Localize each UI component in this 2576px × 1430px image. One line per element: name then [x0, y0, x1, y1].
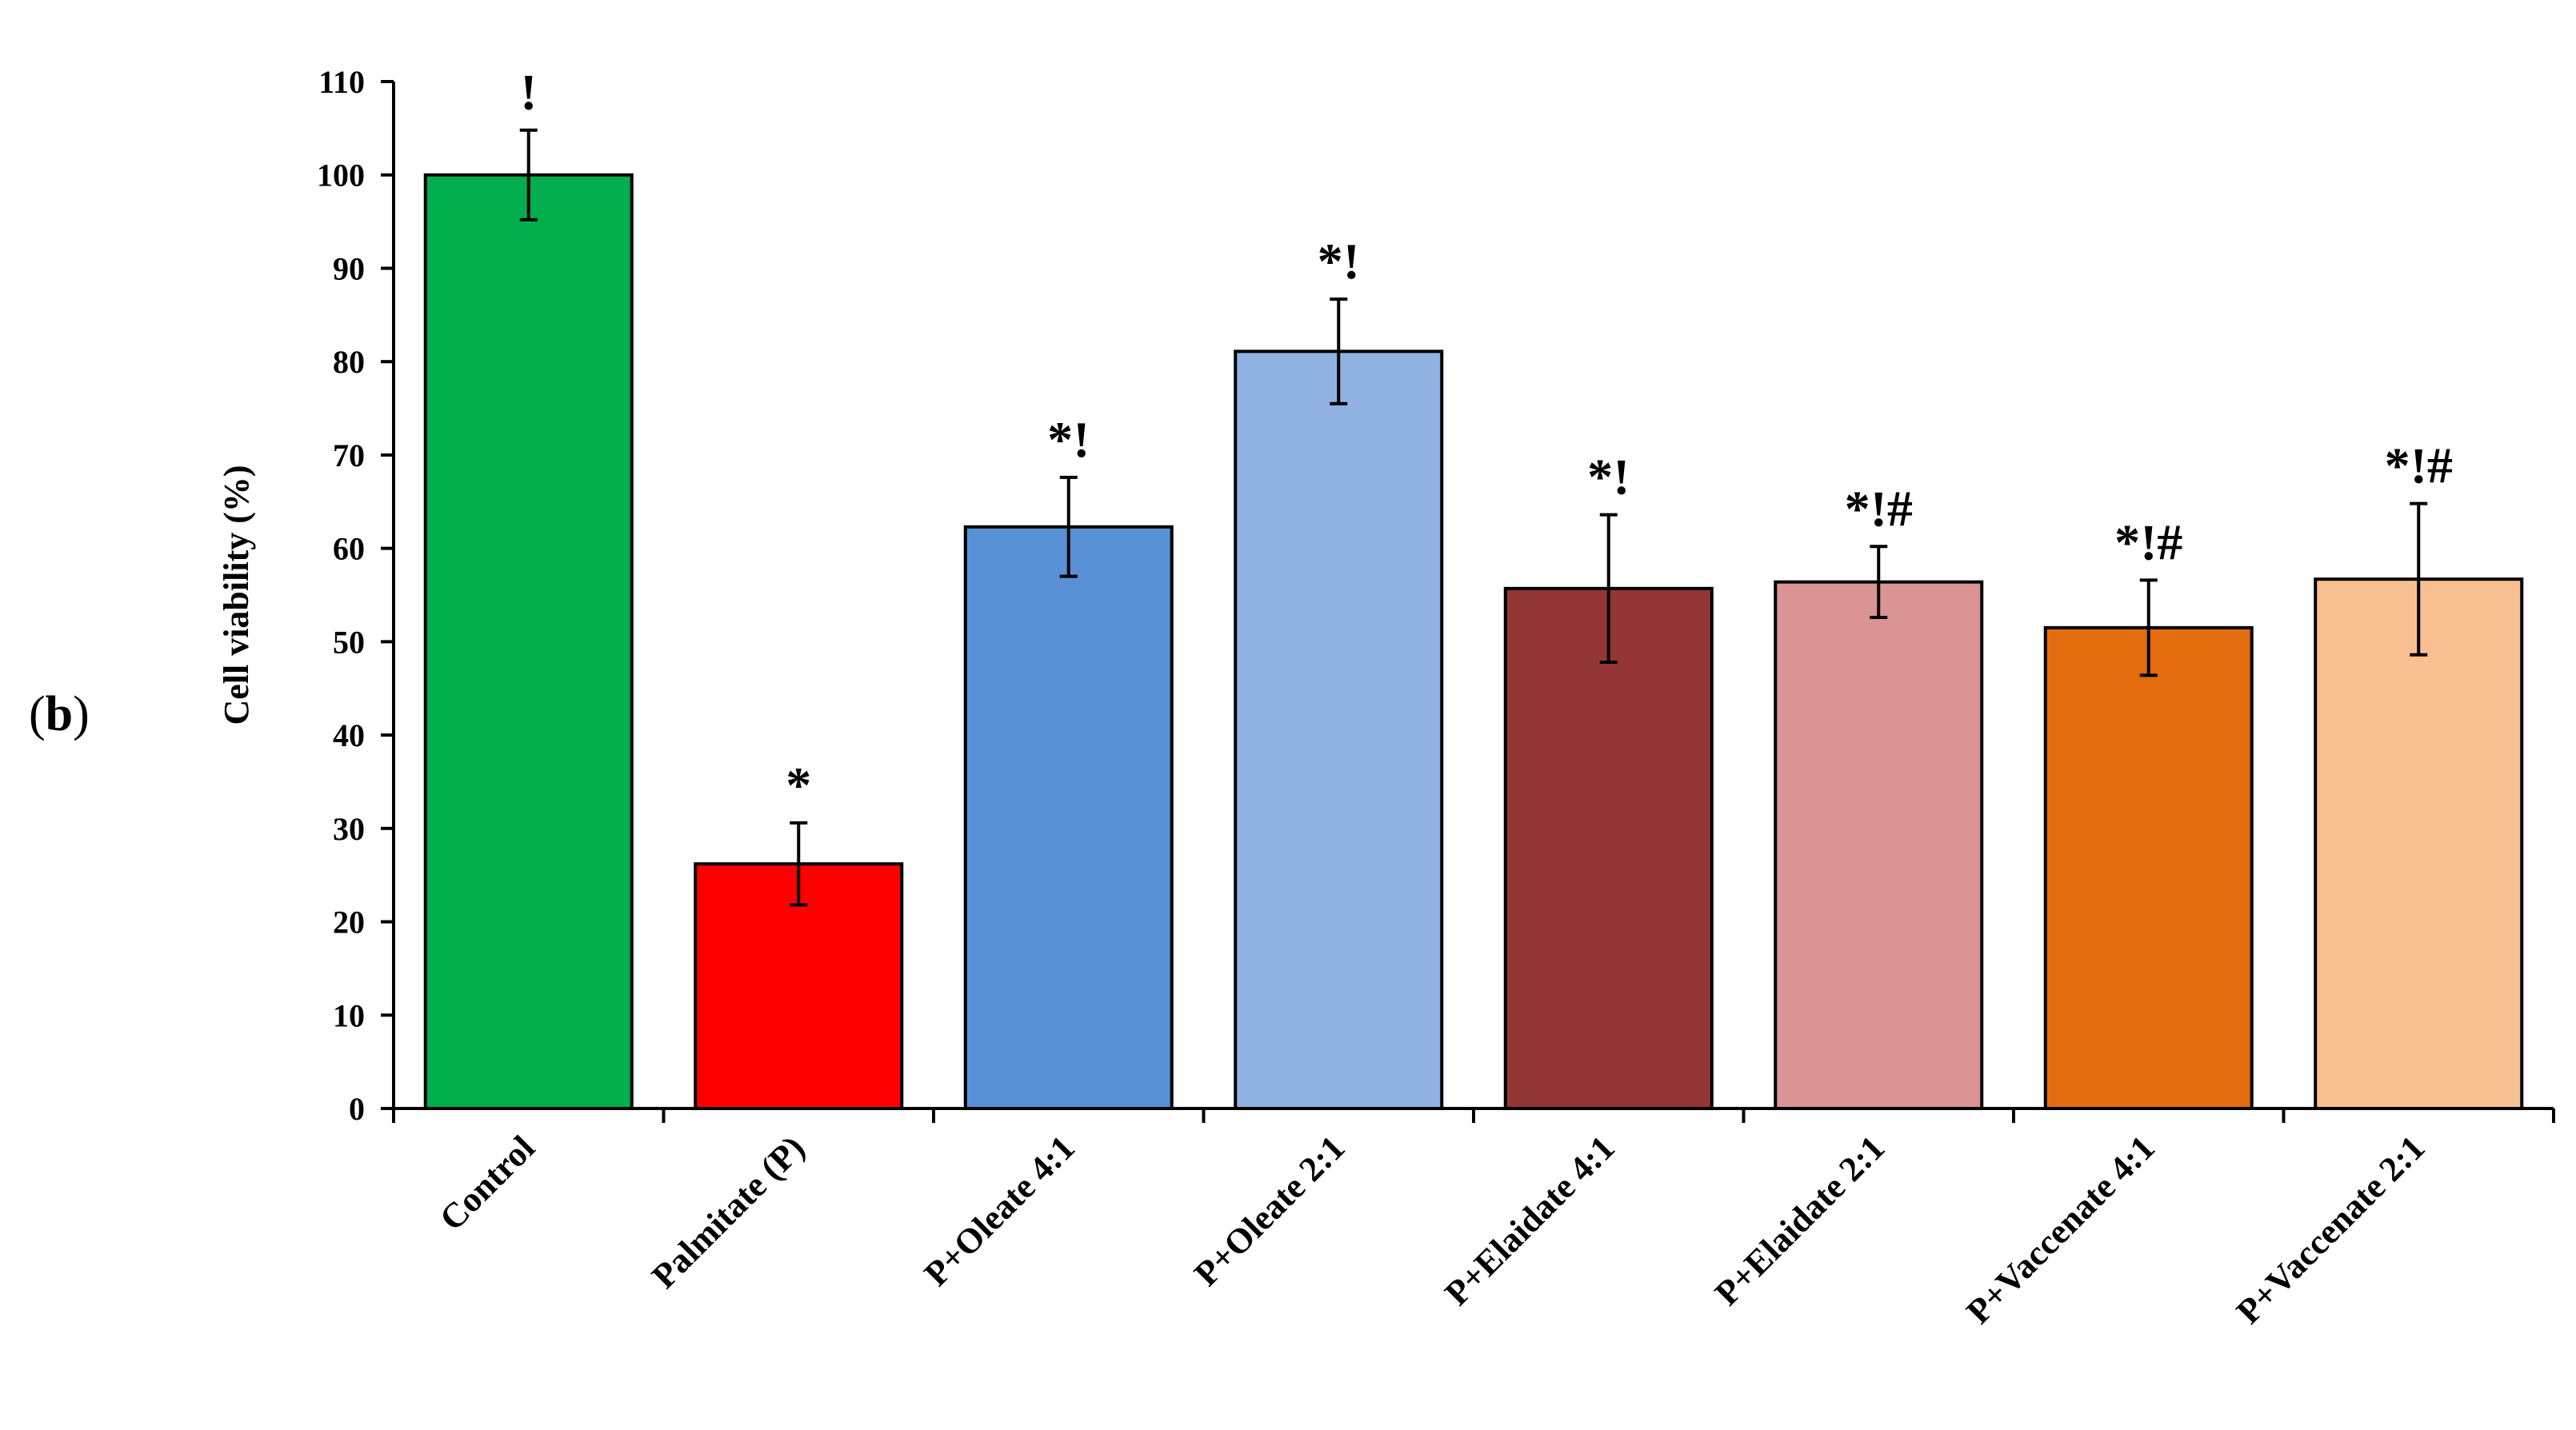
category-label: P+Oleate 4:1 — [917, 1128, 1082, 1293]
y-tick-label: 100 — [317, 158, 365, 194]
significance-labels: ! * *! *! *! *!# *!# *!# — [520, 64, 2453, 813]
y-tick-label: 50 — [333, 624, 365, 660]
category-label: P+Vaccenate 4:1 — [1959, 1128, 2162, 1331]
panel-label: (b) — [29, 689, 90, 739]
error-bars — [519, 128, 2428, 907]
category-label: P+Elaidate 2:1 — [1707, 1128, 1892, 1312]
y-axis-title: Cell viability (%) — [217, 465, 256, 725]
panel-label-close: ) — [73, 687, 90, 741]
category-label: P+Elaidate 4:1 — [1438, 1128, 1622, 1312]
y-tick-label: 30 — [333, 811, 365, 847]
y-tick-label: 0 — [349, 1091, 365, 1127]
significance-label: *!# — [1845, 480, 1913, 537]
panel-label-letter: b — [45, 687, 74, 741]
category-label: P+Oleate 2:1 — [1186, 1128, 1352, 1293]
y-tick-labels: 0 10 20 30 40 50 60 70 80 90 100 110 — [317, 64, 365, 1127]
y-tick-label: 10 — [333, 997, 365, 1033]
significance-label: *! — [1587, 449, 1630, 505]
category-labels: Control Palmitate (P) P+Oleate 4:1 P+Oleate… — [432, 1128, 2432, 1331]
bars — [423, 173, 2524, 1111]
significance-label: *! — [1318, 233, 1360, 290]
category-label: P+Vaccenate 2:1 — [2229, 1128, 2432, 1331]
y-tick-label: 60 — [333, 531, 365, 567]
significance-label: * — [786, 757, 811, 813]
category-label: Control — [432, 1128, 542, 1238]
significance-label: ! — [520, 64, 537, 121]
bar — [2314, 577, 2524, 1110]
panel-label-open: ( — [29, 687, 46, 741]
y-tick-label: 20 — [333, 905, 365, 941]
bar — [423, 173, 634, 1110]
significance-label: *!# — [2114, 513, 2182, 570]
bar — [2043, 625, 2254, 1110]
y-tick-label: 40 — [333, 717, 365, 753]
category-label: Palmitate (P) — [644, 1128, 812, 1296]
bar — [1234, 350, 1444, 1111]
bar — [963, 525, 1174, 1110]
y-tick-label: 90 — [333, 250, 365, 286]
bar — [1503, 586, 1714, 1110]
y-tick-label: 80 — [333, 344, 365, 380]
significance-label: *! — [1047, 411, 1090, 468]
significance-label: *!# — [2385, 437, 2453, 494]
y-tick-label: 110 — [318, 64, 365, 100]
y-tick-label: 70 — [333, 437, 365, 473]
bar — [1774, 580, 1984, 1110]
